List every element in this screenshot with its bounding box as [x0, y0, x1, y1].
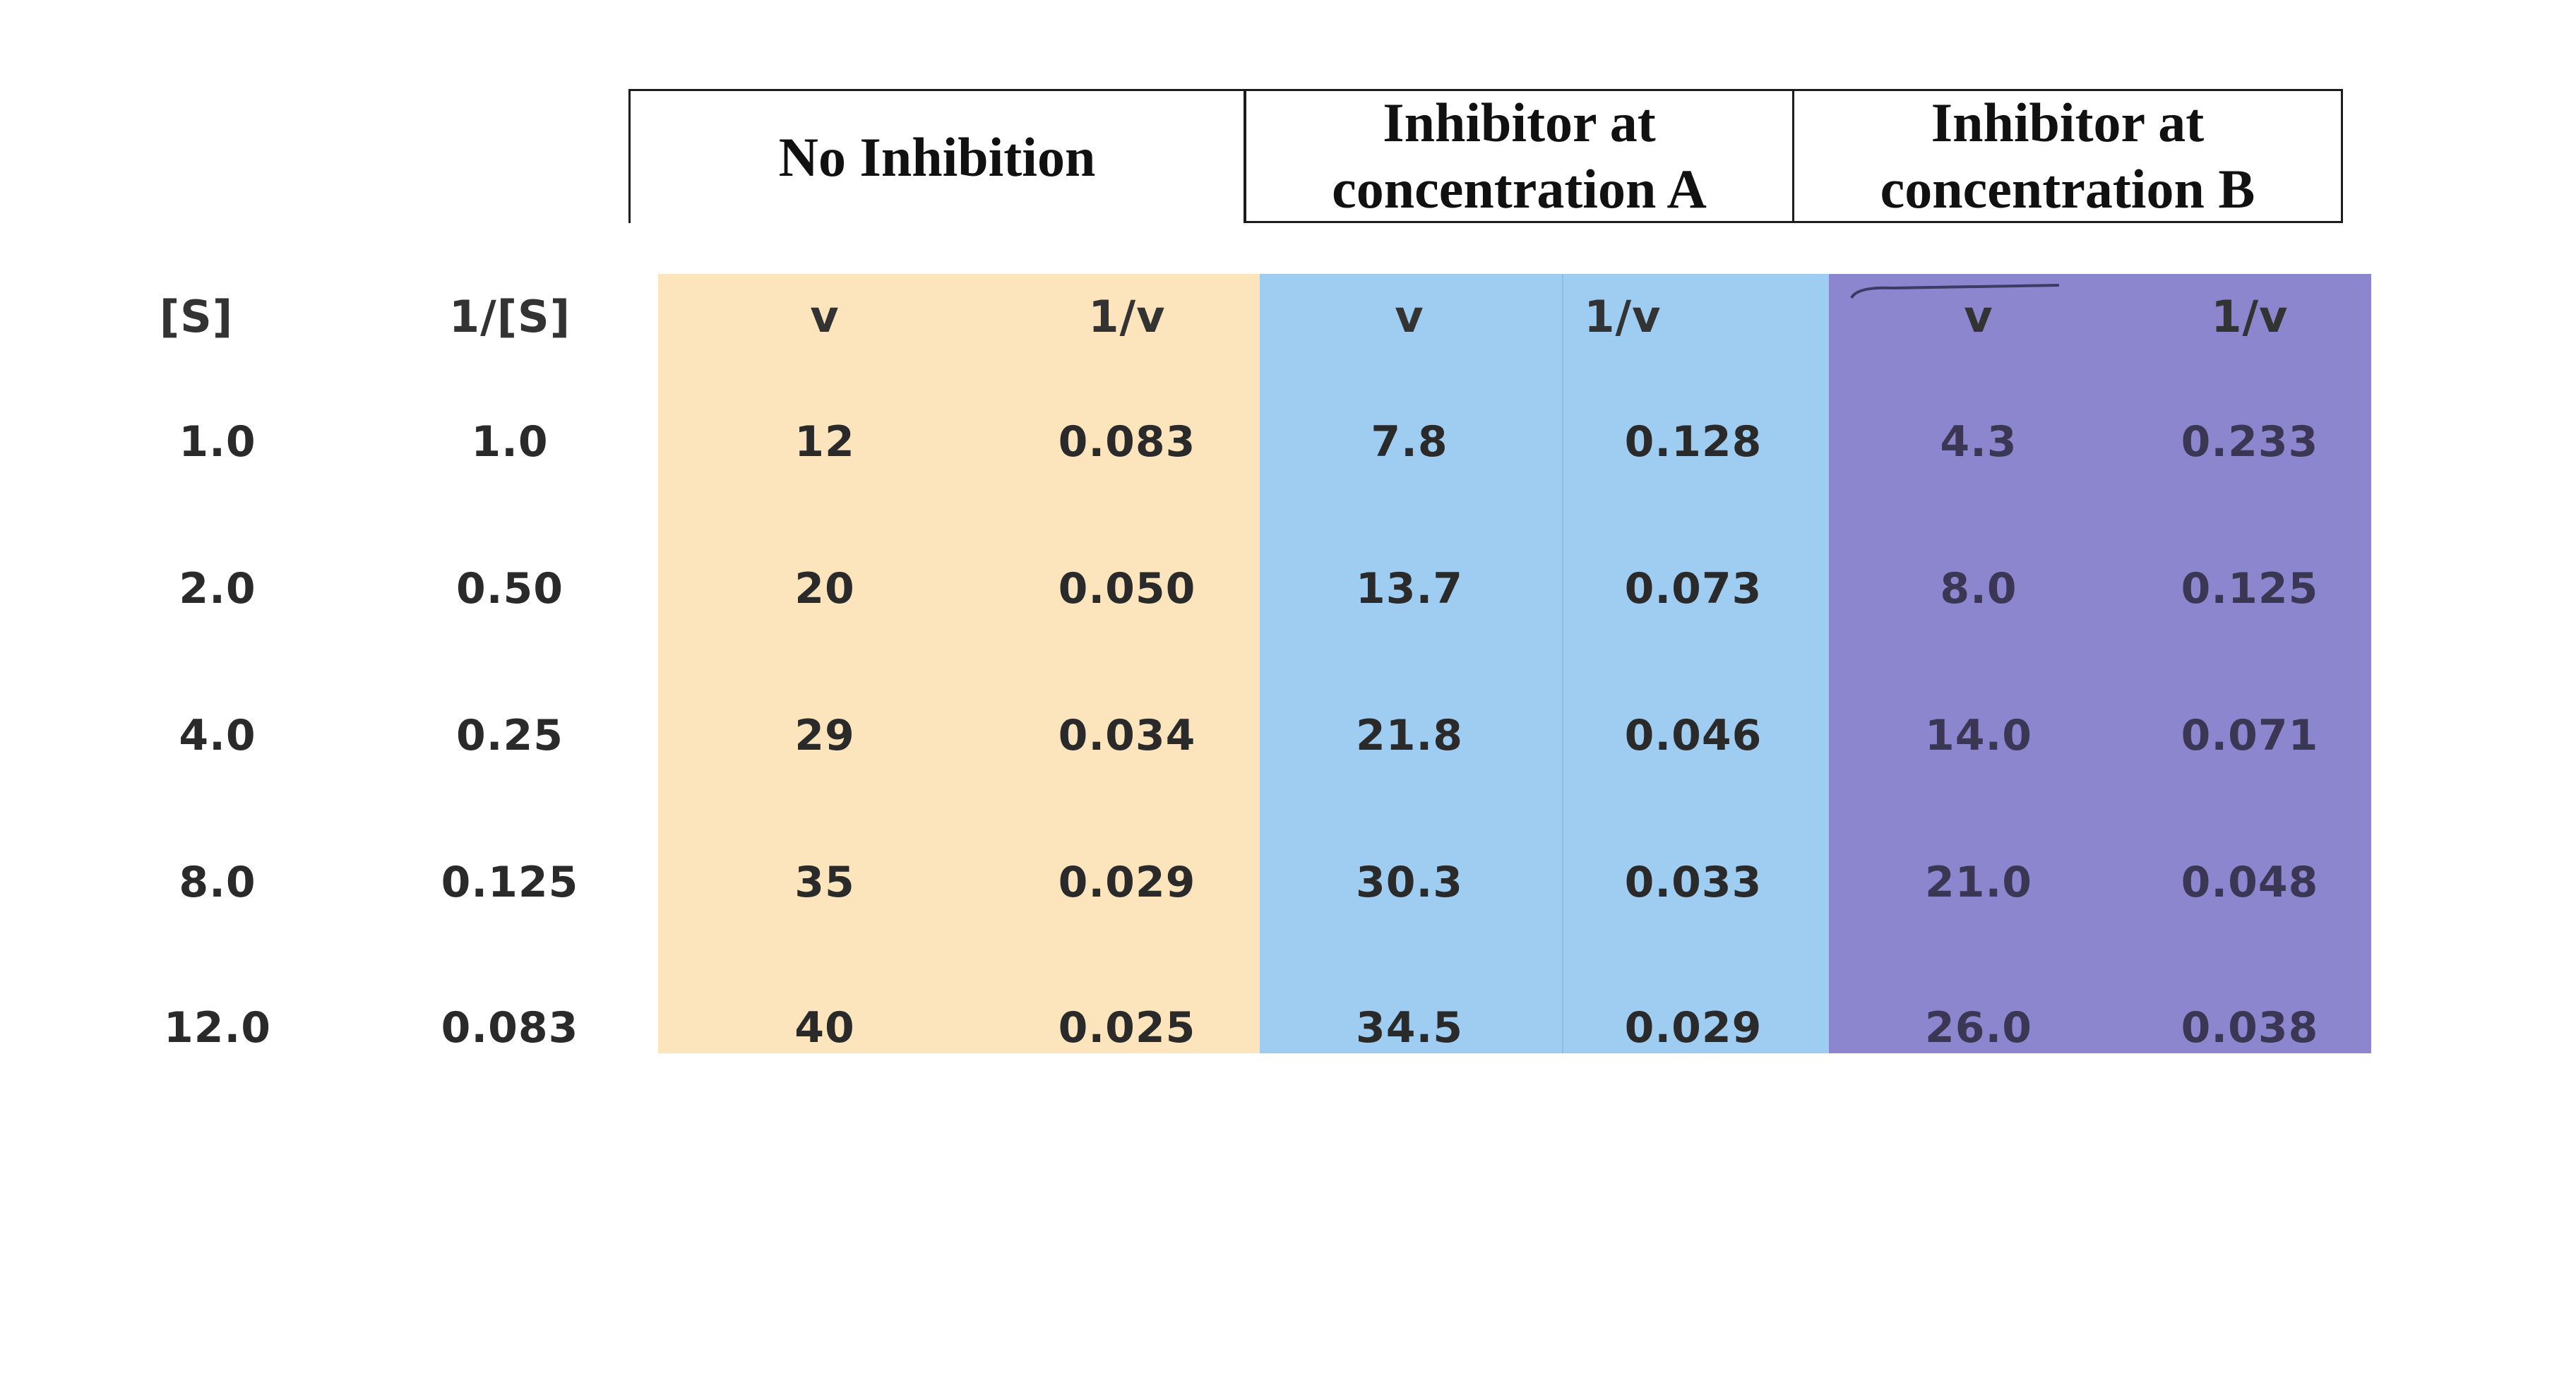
cell-inv-v-b: 0.233: [2181, 417, 2319, 467]
inhibitor-a-column-divider: [1562, 274, 1563, 1053]
cell-inv-v-b: 0.071: [2181, 711, 2319, 760]
header-no-inhibition-label: No Inhibition: [778, 126, 1096, 188]
column-header-row: [S] 1/[S] v 1/v v 1/v v 1/v: [0, 274, 2576, 359]
header-no-inhibition: No Inhibition: [628, 89, 1246, 223]
cell-s: 1.0: [179, 417, 256, 467]
cell-inv-v-none: 0.050: [1058, 564, 1196, 613]
header-inhibitor-a-label: Inhibitor at concentration A: [1332, 92, 1707, 220]
cell-v-b: 21.0: [1924, 858, 2033, 907]
cell-v-none: 29: [794, 711, 855, 760]
cell-v-a: 34.5: [1355, 1003, 1464, 1053]
cell-v-none: 20: [794, 564, 855, 613]
header-inhibitor-b: Inhibitor at concentration B: [1792, 89, 2343, 223]
col-header-inv-s: 1/[S]: [448, 290, 571, 342]
table-row: 8.0 0.125 35 0.029 30.3 0.033 21.0 0.048: [0, 840, 2576, 925]
table-row: 4.0 0.25 29 0.034 21.8 0.046 14.0 0.071: [0, 693, 2576, 778]
cell-s: 12.0: [163, 1003, 272, 1053]
col-header-inv-v-a: 1/v: [1584, 290, 1662, 342]
cell-v-b: 8.0: [1940, 564, 2017, 613]
cell-inv-v-a: 0.128: [1624, 417, 1763, 467]
inhibitor-a-band: [1260, 274, 1829, 1053]
cell-v-none: 40: [794, 1003, 855, 1053]
cell-s: 4.0: [179, 711, 256, 760]
cell-v-b: 14.0: [1924, 711, 2033, 760]
col-header-v-none: v: [810, 290, 840, 342]
cell-inv-v-b: 0.048: [2181, 858, 2319, 907]
col-header-v-b: v: [1964, 290, 1993, 342]
cell-inv-v-b: 0.125: [2181, 564, 2319, 613]
cell-inv-v-b: 0.038: [2181, 1003, 2319, 1053]
cell-v-none: 35: [794, 858, 855, 907]
cell-inv-v-a: 0.029: [1624, 1003, 1763, 1053]
cell-v-b: 26.0: [1924, 1003, 2033, 1053]
table-row: 1.0 1.0 12 0.083 7.8 0.128 4.3 0.233: [0, 400, 2576, 484]
inhibitor-b-band: [1829, 274, 2371, 1053]
cell-v-a: 21.8: [1355, 711, 1464, 760]
col-header-inv-v-b: 1/v: [2211, 290, 2289, 342]
header-inhibitor-b-label: Inhibitor at concentration B: [1880, 92, 2255, 220]
cell-inv-v-a: 0.033: [1624, 858, 1763, 907]
col-header-v-a: v: [1395, 290, 1424, 342]
cell-inv-s: 1.0: [471, 417, 549, 467]
cell-v-none: 12: [794, 417, 855, 467]
cell-s: 8.0: [179, 858, 256, 907]
cell-inv-v-none: 0.034: [1058, 711, 1196, 760]
cell-v-a: 13.7: [1355, 564, 1464, 613]
col-header-inv-v-none: 1/v: [1088, 290, 1166, 342]
table-row: 12.0 0.083 40 0.025 34.5 0.029 26.0 0.03…: [0, 986, 2576, 1070]
cell-v-a: 30.3: [1355, 858, 1464, 907]
cell-s: 2.0: [179, 564, 256, 613]
cell-inv-v-none: 0.083: [1058, 417, 1196, 467]
col-header-s: [S]: [159, 290, 234, 342]
cell-inv-s: 0.25: [455, 711, 564, 760]
cell-inv-v-none: 0.025: [1058, 1003, 1196, 1053]
header-inhibitor-a: Inhibitor at concentration A: [1244, 89, 1794, 223]
cell-v-b: 4.3: [1940, 417, 2017, 467]
cell-v-a: 7.8: [1371, 417, 1448, 467]
cell-inv-v-a: 0.046: [1624, 711, 1763, 760]
cell-inv-s: 0.125: [441, 858, 579, 907]
cell-inv-s: 0.083: [441, 1003, 579, 1053]
cell-inv-s: 0.50: [455, 564, 564, 613]
cell-inv-v-a: 0.073: [1624, 564, 1763, 613]
table-row: 2.0 0.50 20 0.050 13.7 0.073 8.0 0.125: [0, 546, 2576, 631]
no-inhibition-band: [658, 274, 1260, 1053]
cell-inv-v-none: 0.029: [1058, 858, 1196, 907]
pen-mark: [1850, 284, 2060, 299]
